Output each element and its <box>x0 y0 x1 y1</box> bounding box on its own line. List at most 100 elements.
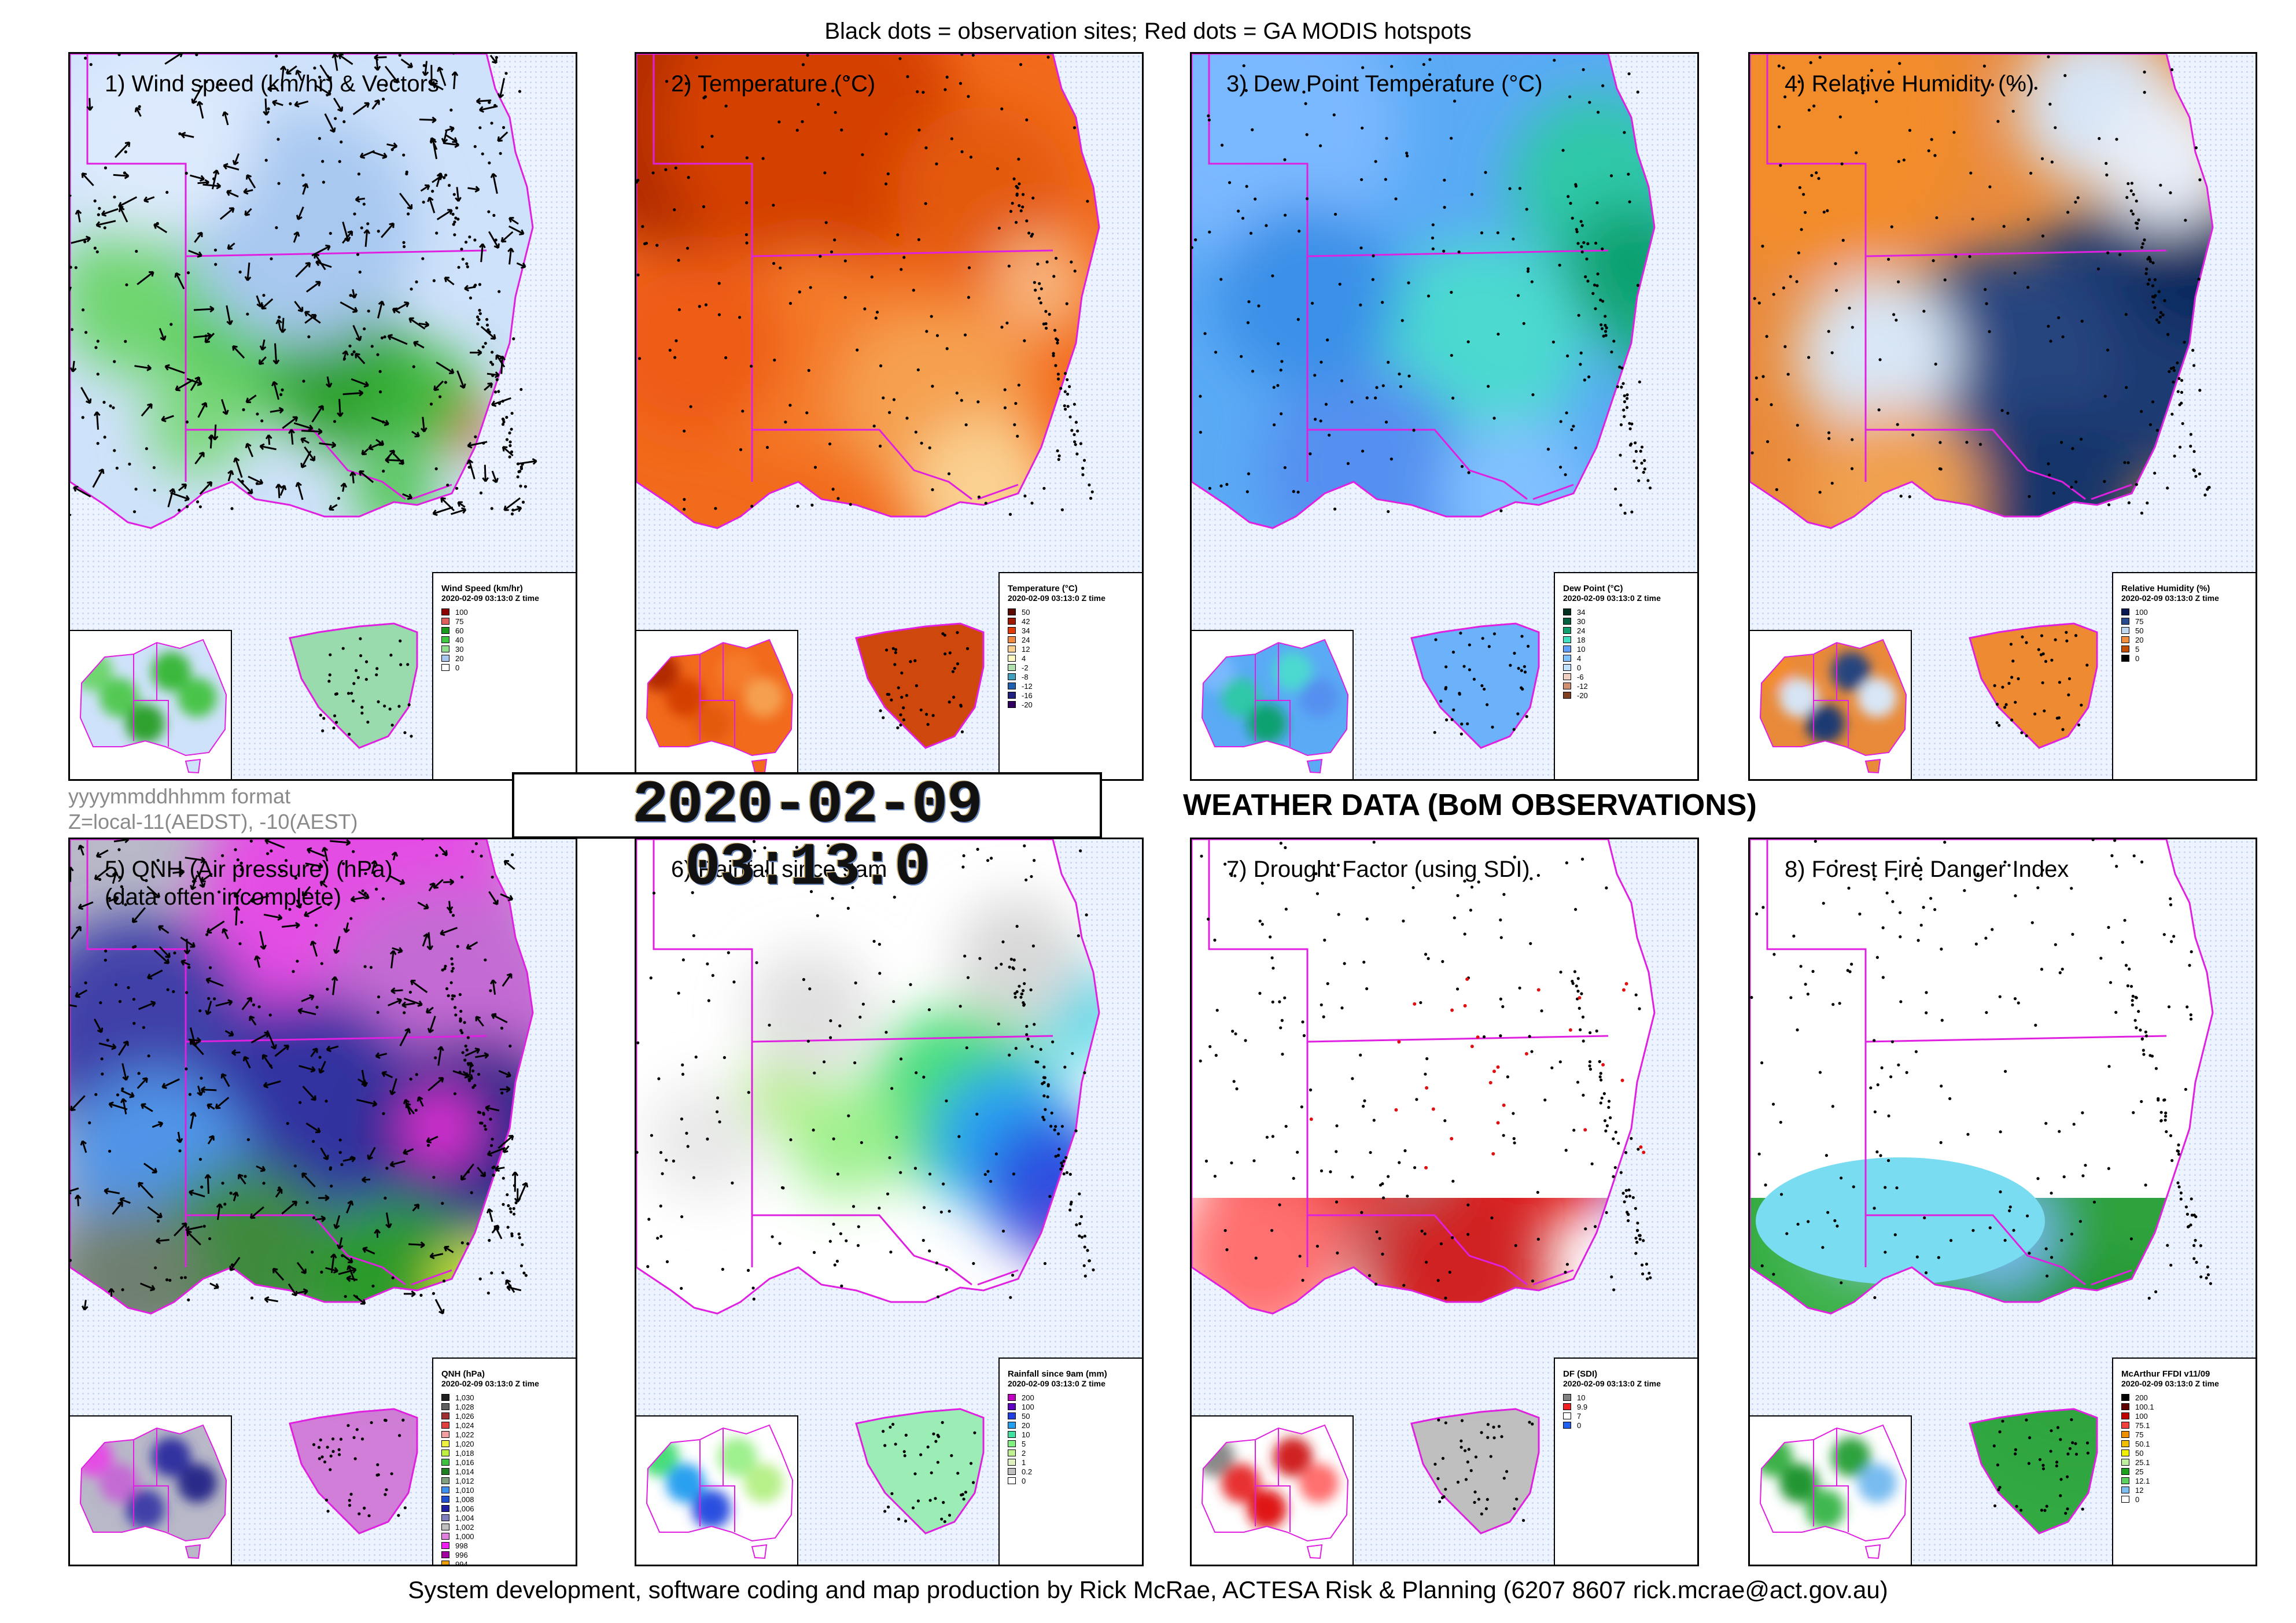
legend-swatch <box>2121 1412 2129 1419</box>
legend-label: 100 <box>2135 1411 2148 1421</box>
legend-swatch <box>1563 664 1571 671</box>
legend-label: 0 <box>1577 663 1582 672</box>
legend-label: 50.1 <box>2135 1439 2150 1448</box>
legend-swatch <box>2121 1468 2129 1475</box>
legend-entry: 30 <box>1563 617 1691 626</box>
legend-swatch <box>441 1505 449 1512</box>
legend: McArthur FFDI v11/09 2020-02-09 03:13:0 Z… <box>2112 1358 2256 1565</box>
legend-swatch <box>1008 673 1016 680</box>
legend-subtitle: 2020-02-09 03:13:0 Z time <box>1008 1379 1105 1388</box>
legend-title: DF (SDI) <box>1563 1369 1598 1379</box>
legend-entry: 1,028 <box>441 1402 570 1411</box>
legend-swatch <box>2121 1431 2129 1438</box>
legend-label: 0.2 <box>1022 1467 1033 1476</box>
legend-label: 75 <box>2135 617 2144 626</box>
legend-swatch <box>441 627 449 634</box>
legend-swatch <box>441 1533 449 1540</box>
legend-swatch <box>1008 683 1016 689</box>
inset-australia-map <box>636 630 798 779</box>
legend-swatch <box>441 1524 449 1530</box>
inset-australia-map <box>70 630 232 779</box>
panel-qnh[interactable]: 5) QNH (Air pressure) (hPa) (data often … <box>68 838 577 1566</box>
legend-swatch <box>2121 1394 2129 1401</box>
legend-title: Relative Humidity (%) <box>2121 584 2210 593</box>
inset-australia-map <box>70 1415 232 1565</box>
panel-relative-humidity[interactable]: 4) Relative Humidity (%) Relative Humidit… <box>1748 52 2257 781</box>
panel-title: 2) Temperature (°C) <box>671 71 876 97</box>
legend-entry: 25.1 <box>2121 1458 2250 1467</box>
legend-label: 9.9 <box>1577 1402 1588 1411</box>
legend-label: 200 <box>1022 1393 1034 1402</box>
legend-label: 1,026 <box>455 1411 474 1421</box>
legend-label: 25 <box>2135 1467 2144 1476</box>
legend-entry: 0 <box>1563 1421 1691 1430</box>
legend-label: 30 <box>455 644 464 654</box>
legend-label: 0 <box>455 663 460 672</box>
legend-swatch <box>1008 692 1016 699</box>
panel-rainfall[interactable]: 6) Rainfall since 9am Rainfall since 9am … <box>635 838 1144 1566</box>
legend-label: 75.1 <box>2135 1421 2150 1430</box>
legend-entry: 1,012 <box>441 1476 570 1485</box>
legend-label: 998 <box>455 1541 468 1550</box>
legend-entry: 7 <box>1563 1411 1691 1421</box>
legend-swatch <box>441 1542 449 1549</box>
inset-australia-map <box>1750 1415 1912 1565</box>
legend-entry: 1,016 <box>441 1458 570 1467</box>
inset-australia-map <box>1192 1415 1354 1565</box>
legend-entry: 75 <box>2121 1430 2250 1439</box>
panel-ffdi[interactable]: 8) Forest Fire Danger Index McArthur FFDI… <box>1748 838 2257 1566</box>
panel-dew-point[interactable]: 3) Dew Point Temperature (°C) Dew Point (… <box>1190 52 1699 781</box>
legend-label: 0 <box>2135 1495 2140 1504</box>
map-layer <box>70 839 534 1535</box>
legend-swatch <box>441 1468 449 1475</box>
panel-title: 7) Drought Factor (using SDI) <box>1226 857 1530 882</box>
colour-field <box>70 54 533 748</box>
legend-label: -8 <box>1022 672 1029 681</box>
legend-subtitle: 2020-02-09 03:13:0 Z time <box>1008 593 1105 603</box>
legend-swatch <box>441 655 449 662</box>
legend-entry: 60 <box>441 626 570 635</box>
footer-credit: System development, software coding and … <box>408 1576 1888 1603</box>
legend-subtitle: 2020-02-09 03:13:0 Z time <box>2121 593 2219 603</box>
legend-label: 10 <box>1577 644 1586 654</box>
legend-swatch <box>441 1561 449 1565</box>
legend-swatch <box>2121 1486 2129 1493</box>
legend-label: -6 <box>1577 672 1584 681</box>
legend-swatch <box>441 618 449 625</box>
legend-entry: 50.1 <box>2121 1439 2250 1448</box>
legend-entry: -12 <box>1008 681 1136 691</box>
legend-swatch <box>441 1412 449 1419</box>
legend-title: Dew Point (°C) <box>1563 584 1623 593</box>
panel-drought-factor[interactable]: 7) Drought Factor (using SDI) DF (SDI) 202… <box>1190 838 1699 1566</box>
legend-swatch <box>1563 692 1571 699</box>
legend-entry: 50 <box>1008 607 1136 617</box>
legend-swatch <box>2121 655 2129 662</box>
legend: QNH (hPa) 2020-02-09 03:13:0 Z time 1,030 1… <box>432 1358 576 1565</box>
legend-label: 20 <box>1022 1421 1030 1430</box>
inset-australia-map <box>1192 630 1354 779</box>
legend-title: McArthur FFDI v11/09 <box>2121 1369 2210 1379</box>
panel-wind[interactable]: 1) Wind speed (km/hr) & Vectors Wind Spee… <box>68 52 577 781</box>
legend-swatch <box>1008 627 1016 634</box>
legend-swatch <box>1563 655 1571 662</box>
panel-temperature[interactable]: 2) Temperature (°C) Temperature (°C) 2020-… <box>635 52 1144 781</box>
legend-entry: 1,024 <box>441 1421 570 1430</box>
timestamp-box: 2020-02-09 03:13:0 <box>512 772 1102 899</box>
legend-subtitle: 2020-02-09 03:13:0 Z time <box>1563 593 1661 603</box>
legend-swatch <box>441 1496 449 1503</box>
legend-swatch <box>1008 1394 1016 1401</box>
legend-entry: 30 <box>441 644 570 654</box>
legend-swatch <box>1008 1459 1016 1466</box>
legend-label: 100 <box>2135 607 2148 617</box>
legend-swatch <box>1008 1477 1016 1484</box>
legend-swatch <box>1563 1403 1571 1410</box>
legend-swatch <box>2121 1496 2129 1503</box>
legend-label: 1 <box>1022 1458 1026 1467</box>
legend-swatch <box>441 1551 449 1558</box>
legend-entry: 100 <box>441 607 570 617</box>
legend-entry: 1,030 <box>441 1393 570 1402</box>
legend-label: 0 <box>1022 1476 1026 1485</box>
legend-label: -20 <box>1022 700 1033 709</box>
legend-label: 0 <box>2135 654 2140 663</box>
legend-swatch <box>441 608 449 615</box>
